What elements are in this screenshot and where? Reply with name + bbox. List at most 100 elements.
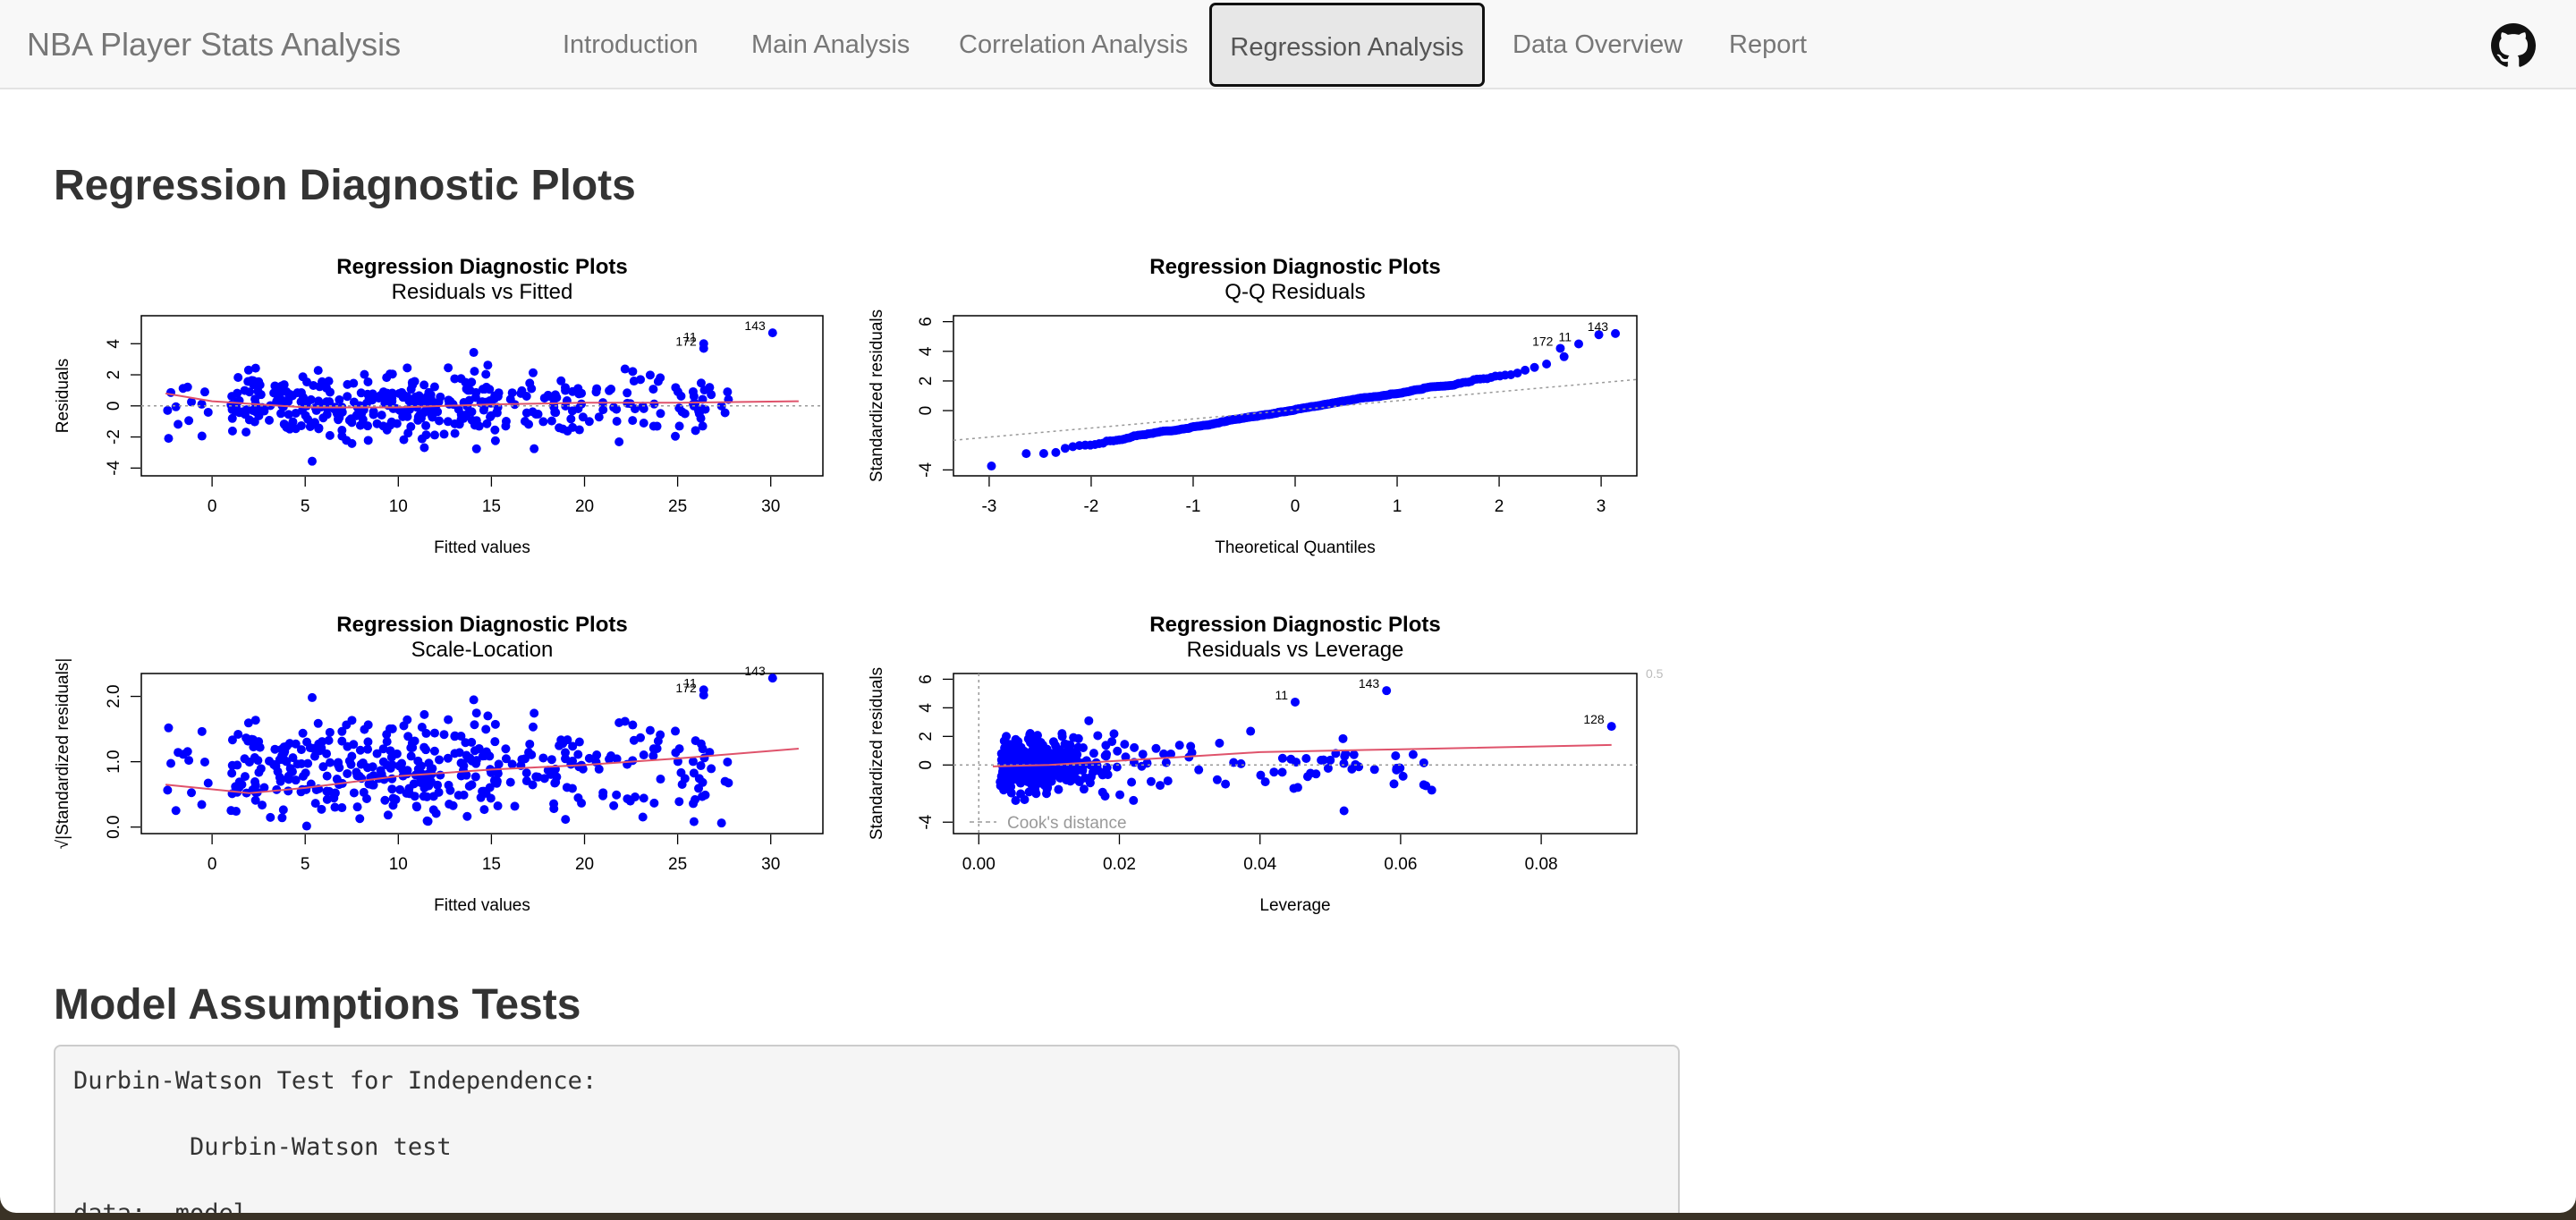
x-tick-label: 0.00 bbox=[962, 855, 996, 874]
data-point bbox=[1286, 754, 1296, 764]
data-point bbox=[308, 456, 318, 466]
data-point bbox=[700, 790, 710, 800]
data-point bbox=[530, 444, 539, 453]
data-point bbox=[249, 735, 258, 745]
data-point bbox=[421, 745, 431, 755]
data-point bbox=[335, 763, 344, 773]
data-point bbox=[276, 744, 286, 754]
tab-introduction[interactable]: Introduction bbox=[563, 30, 699, 59]
data-point bbox=[614, 437, 624, 447]
data-point bbox=[443, 417, 453, 427]
data-point bbox=[303, 758, 313, 768]
data-point bbox=[284, 739, 294, 749]
x-tick-label: 0 bbox=[1291, 497, 1301, 516]
data-point bbox=[1246, 726, 1256, 736]
data-point bbox=[443, 753, 453, 763]
data-point bbox=[296, 758, 306, 768]
outlier-point bbox=[1611, 328, 1621, 338]
data-point bbox=[483, 360, 493, 370]
data-point bbox=[433, 780, 443, 790]
data-point bbox=[649, 399, 659, 409]
data-point bbox=[1419, 758, 1428, 767]
data-point bbox=[1194, 765, 1204, 775]
data-point bbox=[479, 805, 489, 815]
data-point bbox=[403, 428, 413, 438]
data-point bbox=[368, 389, 377, 399]
data-point bbox=[276, 381, 286, 391]
data-point bbox=[363, 744, 373, 754]
data-point bbox=[645, 725, 655, 735]
qq-reference-line bbox=[953, 378, 1638, 441]
outlier-label: 172 bbox=[675, 681, 697, 695]
tab-correlation-analysis[interactable]: Correlation Analysis bbox=[959, 30, 1189, 59]
outlier-label: 128 bbox=[1583, 712, 1605, 726]
data-point bbox=[1559, 352, 1569, 361]
data-point bbox=[383, 810, 393, 820]
data-point bbox=[450, 428, 460, 438]
tab-main-analysis[interactable]: Main Analysis bbox=[751, 30, 911, 59]
outlier-label: 11 bbox=[1275, 688, 1288, 702]
tab-report[interactable]: Report bbox=[1729, 30, 1808, 59]
data-point bbox=[387, 394, 397, 403]
data-point bbox=[462, 811, 472, 821]
output-line-1: Durbin-Watson Test for Independence: bbox=[73, 1067, 597, 1095]
y-axis-label: Residuals bbox=[54, 359, 72, 433]
data-point bbox=[481, 724, 491, 734]
data-point bbox=[199, 757, 209, 767]
data-point bbox=[318, 377, 327, 386]
data-point bbox=[227, 768, 237, 778]
data-point bbox=[674, 403, 684, 413]
x-tick-label: 0.06 bbox=[1384, 855, 1417, 874]
tab-data-overview[interactable]: Data Overview bbox=[1513, 30, 1683, 59]
data-point bbox=[594, 412, 604, 422]
data-point bbox=[609, 402, 619, 412]
data-point bbox=[625, 796, 635, 806]
data-point bbox=[337, 431, 347, 441]
data-point bbox=[1000, 767, 1010, 777]
data-point bbox=[1020, 794, 1030, 804]
data-point bbox=[648, 385, 658, 394]
data-point bbox=[723, 757, 733, 767]
outlier-point bbox=[767, 328, 777, 338]
data-point bbox=[1027, 766, 1037, 775]
tab-regression-analysis[interactable]: Regression Analysis bbox=[1209, 3, 1485, 87]
data-point bbox=[1156, 781, 1165, 791]
data-point bbox=[528, 722, 538, 732]
data-point bbox=[987, 462, 996, 471]
data-point bbox=[620, 364, 630, 374]
data-point bbox=[1513, 369, 1522, 378]
data-point bbox=[1398, 771, 1408, 781]
data-point bbox=[494, 759, 504, 769]
data-point bbox=[1161, 758, 1171, 767]
data-point bbox=[524, 419, 534, 429]
data-point bbox=[322, 749, 332, 758]
data-point bbox=[609, 801, 619, 810]
y-tick-label: 2.0 bbox=[105, 684, 123, 707]
data-point bbox=[612, 416, 622, 426]
data-point bbox=[1530, 362, 1539, 372]
plot-title: Regression Diagnostic Plots bbox=[336, 255, 627, 279]
data-point bbox=[335, 394, 344, 404]
data-point bbox=[720, 408, 730, 418]
data-point bbox=[265, 415, 275, 425]
data-point bbox=[1054, 784, 1063, 794]
data-point bbox=[429, 746, 439, 756]
data-point bbox=[489, 775, 499, 785]
data-point bbox=[614, 718, 624, 728]
y-tick-label: 0 bbox=[105, 402, 123, 411]
x-tick-label: 2 bbox=[1495, 497, 1504, 516]
data-point bbox=[429, 382, 439, 392]
data-point bbox=[592, 750, 602, 760]
github-icon[interactable] bbox=[2491, 23, 2536, 68]
data-point bbox=[677, 779, 687, 789]
plot-subtitle: Q-Q Residuals bbox=[1224, 280, 1365, 304]
data-point bbox=[322, 786, 332, 796]
outlier-label: 143 bbox=[744, 664, 766, 678]
data-point bbox=[1338, 733, 1348, 743]
data-point bbox=[547, 416, 556, 426]
x-tick-label: 0 bbox=[208, 855, 217, 874]
outlier-label: 172 bbox=[675, 334, 697, 348]
brand-title[interactable]: NBA Player Stats Analysis bbox=[27, 26, 402, 63]
data-point bbox=[291, 408, 301, 418]
data-point bbox=[302, 737, 312, 747]
